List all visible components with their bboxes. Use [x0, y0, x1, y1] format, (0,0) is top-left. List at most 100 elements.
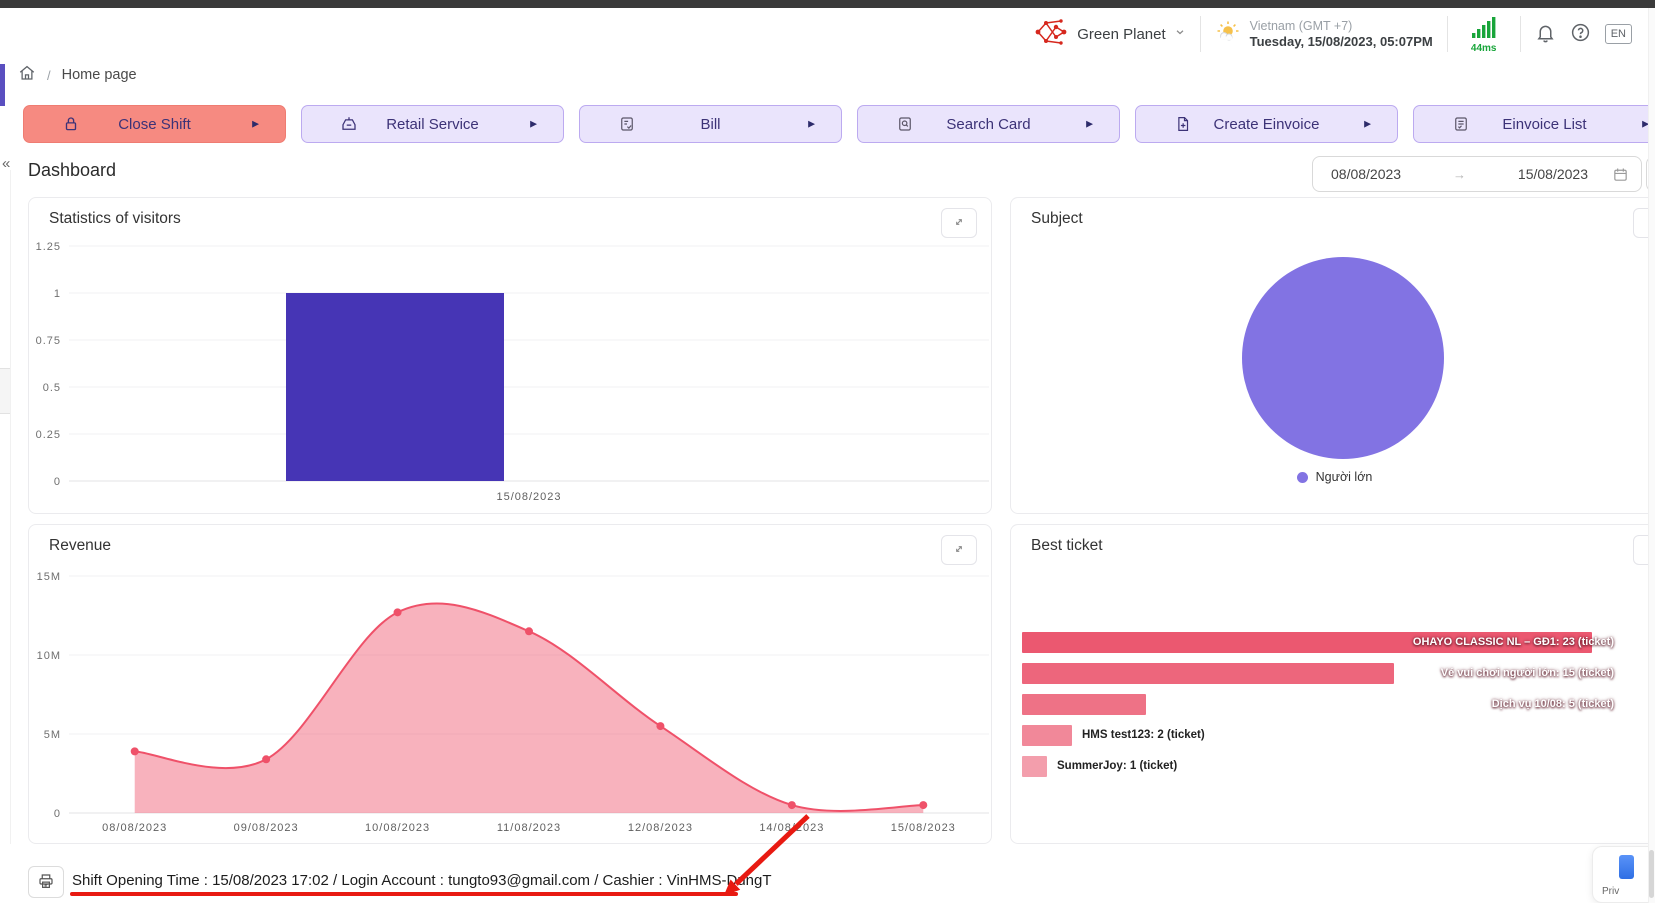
create-einvoice-button[interactable]: Create Einvoice ▶	[1135, 105, 1398, 143]
notifications-button[interactable]	[1535, 22, 1556, 46]
search-card-button[interactable]: Search Card ▶	[857, 105, 1120, 143]
ticket-bar-label: SummerJoy: 1 (ticket)	[1057, 760, 1178, 772]
annotation-underline	[70, 892, 738, 896]
lock-icon	[62, 115, 80, 133]
revenue-expand-button[interactable]	[941, 535, 977, 565]
subject-card-title: Subject	[1031, 210, 1083, 227]
subject-pie-chart	[1242, 257, 1444, 459]
visitors-expand-button[interactable]	[941, 208, 977, 238]
printer-icon	[37, 872, 55, 893]
action-button-row: Close Shift ▶ Retail Service ▶ Bill ▶	[23, 105, 1655, 143]
privacy-shield-icon	[1619, 855, 1634, 879]
doc-plus-icon	[1174, 115, 1192, 133]
submenu-arrow-icon: ▶	[252, 118, 259, 129]
weather-icon	[1215, 19, 1241, 50]
org-switcher[interactable]: Green Planet	[1033, 17, 1185, 52]
visitors-card: Statistics of visitors 0 0.25 0.5 0.75 1 1.25…	[28, 197, 992, 514]
chevron-down-icon	[1174, 25, 1186, 43]
subject-card: Subject Người lớn	[1010, 197, 1655, 514]
svg-text:15M: 15M	[37, 571, 61, 583]
einvoice-list-button[interactable]: Einvoice List ▶	[1413, 105, 1655, 143]
best-ticket-bar-chart: OHAYO CLASSIC NL – GĐ1: 23 (ticket) Vé vu…	[1022, 632, 1622, 787]
latency-label: 44ms	[1470, 42, 1497, 54]
header-divider	[1199, 16, 1201, 52]
breadcrumb-separator: /	[47, 67, 51, 83]
privacy-widget[interactable]: Priv	[1592, 846, 1655, 903]
brand-logo-icon	[1033, 17, 1069, 52]
legend-dot	[1296, 471, 1308, 483]
submenu-arrow-icon: ▶	[1364, 118, 1371, 129]
date-range-picker[interactable]: 08/08/2023 → 15/08/2023	[1312, 156, 1642, 192]
action-label: Close Shift	[118, 115, 191, 133]
header-divider	[1446, 16, 1448, 52]
action-label: Einvoice List	[1502, 115, 1587, 133]
best-ticket-card: Best ticket OHAYO CLASSIC NL – GĐ1: 23 (…	[1010, 524, 1655, 844]
bell-icon	[1535, 22, 1556, 46]
svg-text:15/08/2023: 15/08/2023	[496, 491, 561, 503]
subject-legend[interactable]: Người lớn	[1011, 470, 1655, 484]
action-label: Create Einvoice	[1213, 115, 1320, 133]
locale-info: Vietnam (GMT +7) Tuesday, 15/08/2023, 05…	[1215, 18, 1433, 50]
ticket-bar	[1022, 694, 1146, 715]
ticket-bar-label: Vé vui chơi người lớn: 15 (ticket)	[1440, 667, 1614, 679]
date-range-arrow-icon: →	[1453, 166, 1466, 182]
svg-text:10/08/2023: 10/08/2023	[365, 822, 430, 834]
help-button[interactable]	[1570, 22, 1591, 46]
svg-text:0.75: 0.75	[36, 335, 61, 347]
svg-text:08/08/2023: 08/08/2023	[102, 822, 167, 834]
retail-service-button[interactable]: Retail Service ▶	[301, 105, 564, 143]
svg-text:10M: 10M	[37, 650, 61, 662]
doc-list-icon	[1452, 115, 1470, 133]
doc-search-icon	[896, 115, 914, 133]
breadcrumb: / Home page	[18, 62, 137, 88]
language-badge[interactable]: EN	[1604, 24, 1632, 44]
ticket-bar-row: Dịch vụ 10/08: 5 (ticket)	[1022, 694, 1622, 715]
shift-info-text: Shift Opening Time : 15/08/2023 17:02 / …	[72, 872, 772, 889]
nav-accent-bar	[0, 64, 5, 106]
ticket-bar-label: OHAYO CLASSIC NL – GĐ1: 23 (ticket)	[1412, 636, 1614, 648]
expand-icon	[952, 542, 966, 559]
svg-text:0.25: 0.25	[36, 429, 61, 441]
brand-name: Green Planet	[1077, 25, 1166, 43]
date-range-start[interactable]: 08/08/2023	[1331, 166, 1402, 182]
scrollbar-thumb[interactable]	[1649, 850, 1654, 898]
calendar-icon	[1612, 166, 1629, 183]
best-ticket-card-title: Best ticket	[1031, 537, 1103, 554]
date-range-end[interactable]: 15/08/2023	[1517, 166, 1588, 182]
ticket-bar-row: OHAYO CLASSIC NL – GĐ1: 23 (ticket)	[1022, 632, 1622, 653]
page-title: Dashboard	[28, 160, 117, 180]
header-divider	[1519, 16, 1521, 52]
svg-text:09/08/2023: 09/08/2023	[234, 822, 299, 834]
svg-text:1.25: 1.25	[36, 241, 61, 253]
sidebar-handle[interactable]	[0, 368, 10, 414]
breadcrumb-current[interactable]: Home page	[61, 67, 137, 83]
ticket-bar	[1022, 725, 1072, 746]
ticket-bar-label: Dịch vụ 10/08: 5 (ticket)	[1491, 698, 1614, 710]
ticket-bar	[1022, 756, 1047, 777]
close-shift-button[interactable]: Close Shift ▶	[23, 105, 286, 143]
visitors-card-title: Statistics of visitors	[49, 210, 181, 227]
header-bar: Green Planet Vietnam (GMT +7) Tuesday, 1…	[1033, 8, 1655, 60]
home-icon[interactable]	[18, 64, 36, 87]
revenue-card: Revenue 0 5M 10M 15M 08/08/2023 09/08/2023 10/…	[28, 524, 992, 844]
svg-text:0: 0	[54, 476, 61, 488]
svg-text:15/08/2023: 15/08/2023	[891, 822, 956, 834]
window-top-strip	[0, 0, 1655, 8]
svg-text:14/08/2023: 14/08/2023	[759, 822, 824, 834]
privacy-label: Priv	[1602, 886, 1620, 897]
sidebar-collapse-icon[interactable]: «	[2, 155, 11, 172]
action-label: Search Card	[946, 115, 1031, 133]
signal-bars-icon	[1471, 15, 1497, 44]
bill-doc-icon	[618, 115, 636, 133]
vertical-scrollbar[interactable]	[1648, 8, 1655, 903]
print-shift-button[interactable]	[28, 866, 64, 898]
svg-text:0.5: 0.5	[43, 382, 61, 394]
sidebar-edge	[10, 170, 11, 844]
question-circle-icon	[1570, 22, 1591, 46]
submenu-arrow-icon: ▶	[530, 118, 537, 129]
svg-text:12/08/2023: 12/08/2023	[628, 822, 693, 834]
bill-button[interactable]: Bill ▶	[579, 105, 842, 143]
legend-label: Người lớn	[1315, 470, 1373, 484]
ticket-bar-row: SummerJoy: 1 (ticket)	[1022, 756, 1622, 777]
